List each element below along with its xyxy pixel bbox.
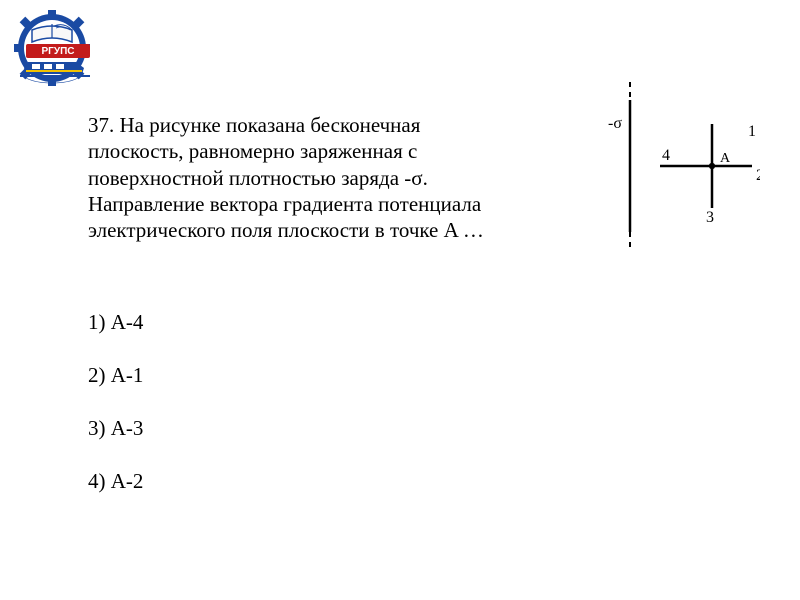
- brand-acronym: РГУПС: [42, 46, 75, 57]
- physics-diagram: -σ A 1 2 3 4: [570, 82, 760, 252]
- option-3: 3) А-3: [88, 416, 143, 441]
- arrow-3-label: 3: [706, 209, 714, 226]
- arrow-4-label: 4: [662, 147, 670, 164]
- arrow-1-label: 1: [748, 123, 756, 140]
- option-1: 1) А-4: [88, 310, 143, 335]
- point-a-label: A: [720, 151, 731, 166]
- option-4: 4) А-2: [88, 469, 143, 494]
- question-body: На рисунке показана бесконечная плоскост…: [88, 113, 484, 242]
- answer-options: 1) А-4 2) А-1 3) А-3 4) А-2: [88, 310, 143, 522]
- sigma-label: -σ: [608, 115, 622, 132]
- slide: РГУПС 37. На рисунке показана бесконечна…: [0, 0, 800, 600]
- brand-logo: РГУПС: [14, 8, 122, 86]
- arrow-2-label: 2: [756, 167, 760, 184]
- option-2: 2) А-1: [88, 363, 143, 388]
- question-number: 37.: [88, 113, 114, 137]
- question-text: 37. На рисунке показана бесконечная плос…: [88, 112, 518, 243]
